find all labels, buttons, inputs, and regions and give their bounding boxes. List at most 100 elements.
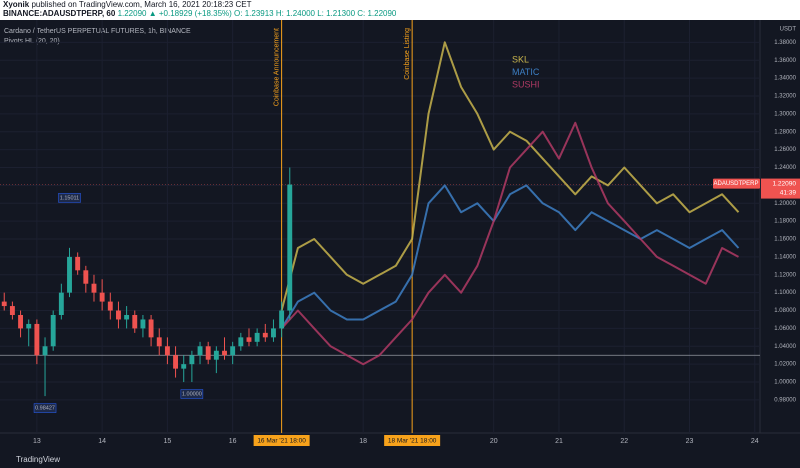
chart-subtitle: Pivots HL (20, 20) <box>4 38 60 45</box>
candle-body <box>230 346 236 356</box>
symbol: BINANCE:ADAUSDTPERP, 60 <box>3 9 116 18</box>
y-unit: USDT <box>780 27 797 33</box>
y-tick-label: 1.38000 <box>774 40 796 46</box>
x-tick-highlight <box>384 435 441 446</box>
y-tick-label: 1.08000 <box>774 308 796 314</box>
overlay-line <box>280 121 739 366</box>
candle-body <box>238 337 244 347</box>
y-tick-label: 1.32000 <box>774 94 796 100</box>
symbol-tag-bg <box>713 178 760 189</box>
x-tick-label: 23 <box>686 438 694 445</box>
candle-body <box>99 292 105 302</box>
overlay-line <box>280 184 740 329</box>
legend-entry: SUSHI <box>512 79 540 89</box>
candle-body <box>181 364 187 369</box>
y-tick-label: 1.16000 <box>774 237 796 243</box>
candle-body <box>1 301 7 307</box>
x-tick-label: 20 <box>490 438 498 445</box>
x-tick-label: 14 <box>98 438 106 445</box>
y-tick-label: 1.10000 <box>774 290 796 296</box>
y-tick-label: 1.02000 <box>774 362 796 368</box>
last-price-bg <box>761 178 800 199</box>
candle-body <box>83 270 89 284</box>
candle-body <box>205 346 211 360</box>
brand: TradingView <box>16 455 61 464</box>
x-tick-label: 21 <box>555 438 563 445</box>
chart-bg <box>0 20 800 452</box>
y-tick-label: 1.34000 <box>774 76 796 82</box>
footer: TradingView <box>0 452 800 468</box>
change: 1.22090 ▲ +0.18929 (+18.35%) <box>117 9 232 18</box>
candle-body <box>262 332 268 338</box>
candle-body <box>156 337 162 347</box>
y-tick-label: 1.14000 <box>774 254 796 260</box>
candle-body <box>58 292 64 315</box>
candle-body <box>222 350 227 356</box>
overlay-line <box>280 41 740 311</box>
pivot-box <box>180 389 204 399</box>
y-tick-label: 1.12000 <box>774 272 796 278</box>
candle-body <box>26 323 32 329</box>
chart: Cardano / TetherUS PERPETUAL FUTURES, 1h… <box>0 20 800 452</box>
candle-body <box>189 355 195 365</box>
y-tick-label: 1.18000 <box>774 219 796 225</box>
x-tick-label: 24 <box>751 438 759 445</box>
x-tick-label: 22 <box>620 438 628 445</box>
candle-body <box>42 346 48 356</box>
candle-body <box>287 184 293 311</box>
published: published on TradingView.com, March 16, … <box>31 0 252 9</box>
candle-body <box>50 315 56 347</box>
x-tick-label: 18 Mar '21 18:00 <box>388 438 437 445</box>
symbol-tag: ADAUSDTPERP <box>713 181 758 187</box>
candle-body <box>148 319 154 338</box>
y-tick-label: 0.98000 <box>774 398 796 404</box>
y-tick-label: 1.36000 <box>774 58 796 64</box>
pivot-box <box>58 193 81 203</box>
y-tick-label: 1.24000 <box>774 165 796 171</box>
candle-body <box>107 301 113 311</box>
x-tick-highlight <box>253 435 310 446</box>
candle-body <box>213 350 219 360</box>
annotation-label: Coinbase Announcement <box>273 28 280 106</box>
candle-body <box>254 332 260 342</box>
candle-body <box>197 346 203 356</box>
pivot-label: 1.00000 <box>182 391 202 397</box>
candle-body <box>18 315 24 329</box>
candle-body <box>246 337 252 342</box>
y-tick-label: 1.20000 <box>774 201 796 207</box>
candle-body <box>116 310 121 320</box>
candle-body <box>67 256 72 293</box>
candle-body <box>75 256 81 271</box>
last-price: 1.22090 <box>773 180 797 187</box>
x-tick-label: 13 <box>33 438 41 445</box>
candle-body <box>9 306 15 315</box>
legend-entry: MATIC <box>512 67 540 77</box>
x-tick-label: 16 <box>229 438 237 445</box>
candle-body <box>279 310 285 329</box>
candle-body <box>173 355 179 369</box>
y-tick-label: 1.00000 <box>774 380 796 386</box>
y-tick-label: 1.06000 <box>774 326 796 332</box>
x-tick-label: 18 <box>359 438 367 445</box>
candle-body <box>91 283 97 293</box>
candle-body <box>124 315 130 320</box>
y-tick-label: 1.28000 <box>774 129 796 135</box>
candle-body <box>34 323 40 356</box>
y-tick-label: 1.26000 <box>774 147 796 153</box>
chart-title: Cardano / TetherUS PERPETUAL FUTURES, 1h… <box>4 28 191 35</box>
annotation-label: Coinbase Listing <box>404 28 411 80</box>
candle-body <box>140 319 146 329</box>
candle-body <box>132 315 138 329</box>
ohlc: O: 1.23913 H: 1.24000 L: 1.21300 C: 1.22… <box>234 9 397 18</box>
pivot-label: 1.15011 <box>60 195 79 201</box>
header: Xyonik published on TradingView.com, Mar… <box>0 0 800 20</box>
x-tick-label: 15 <box>164 438 172 445</box>
legend-entry: SKL <box>512 54 529 64</box>
author: Xyonik <box>3 0 30 9</box>
x-tick-label: 16 Mar '21 18:00 <box>257 438 306 445</box>
pivot-label: 0.98427 <box>35 406 55 412</box>
y-tick-label: 1.30000 <box>774 111 796 117</box>
y-tick-label: 1.04000 <box>774 344 796 350</box>
candle-body <box>164 346 170 356</box>
